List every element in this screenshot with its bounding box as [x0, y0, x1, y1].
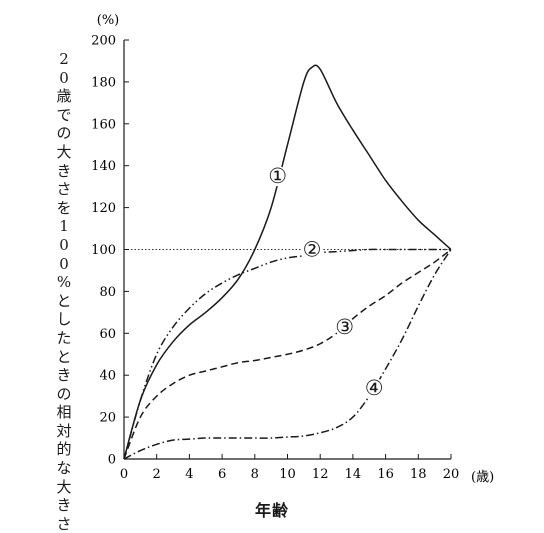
- series-line-1: [123, 64, 452, 460]
- y-tick-label: 80: [99, 285, 116, 300]
- y-tick-label: 60: [99, 327, 116, 342]
- y-axis-title-char: で: [56, 105, 72, 124]
- series-lines: [123, 64, 452, 460]
- series-line-4: [123, 249, 452, 460]
- series-line-3: [123, 248, 452, 460]
- y-unit-label: (%): [97, 13, 120, 28]
- y-axis-title-char: 0: [59, 235, 69, 254]
- x-tick-label: 20: [443, 467, 460, 482]
- series-label-2: ②: [302, 238, 323, 262]
- x-tick-label: 14: [345, 467, 362, 482]
- y-axis-title-char: 相: [56, 403, 72, 422]
- y-axis-title-char: 対: [56, 421, 72, 440]
- y-tick-label: 120: [91, 201, 116, 216]
- y-axis-title-char: き: [56, 161, 72, 180]
- x-tick-label: 4: [185, 467, 193, 482]
- x-tick-label: 2: [153, 467, 161, 482]
- y-tick-label: 40: [99, 369, 116, 384]
- y-tick-label: 160: [91, 117, 116, 132]
- y-tick-label: 140: [91, 159, 116, 174]
- y-tick-label: 180: [91, 75, 116, 90]
- svg-text:②: ②: [303, 238, 322, 262]
- svg-text:④: ④: [365, 376, 384, 400]
- y-axis-title-char: た: [56, 328, 72, 347]
- y-axis-title-char: し: [56, 310, 72, 329]
- y-axis-title-char: %: [56, 273, 72, 292]
- y-tick-label: 0: [108, 453, 116, 468]
- x-tick-label: 8: [251, 467, 259, 482]
- y-axis-title-char: 的: [56, 440, 72, 459]
- x-axis-title: 年齢: [254, 501, 289, 520]
- x-tick-label: 12: [312, 467, 329, 482]
- x-tick-label: 18: [410, 467, 427, 482]
- x-tick-label: 0: [120, 467, 128, 482]
- y-axis-title-char: 歳: [56, 87, 72, 106]
- y-tick-label: 100: [91, 243, 116, 258]
- y-axis-title-char: 0: [59, 254, 69, 273]
- y-axis-title-char: の: [56, 384, 72, 403]
- ticks: 0 20 40 60 80 100 120 140 160 180 200 0 2 4 6 8 10 12 14 16…: [91, 34, 459, 483]
- x-tick-label: 16: [377, 467, 394, 482]
- y-axis-title-char: き: [56, 366, 72, 385]
- series-label-4: ④: [364, 376, 385, 400]
- y-axis-title-char: 大: [56, 142, 72, 161]
- y-axis-title-char: な: [56, 459, 72, 478]
- y-tick-label: 20: [99, 411, 116, 426]
- y-axis-title-char: 0: [59, 68, 69, 87]
- svg-text:③: ③: [335, 315, 354, 339]
- y-axis-title-char: さ: [56, 180, 72, 199]
- x-tick-label: 10: [279, 467, 296, 482]
- y-axis-title-char: 2: [59, 50, 69, 68]
- x-tick-label: 6: [218, 467, 226, 482]
- y-axis-title-char: き: [56, 496, 72, 515]
- series-label-3: ③: [334, 315, 355, 339]
- y-axis-title: 2 0 歳での大きさを 1 0 0% としたときの相対的な大きさ: [52, 50, 76, 533]
- series-labels: ① ② ③ ④: [267, 164, 385, 400]
- y-axis-title-char: と: [56, 347, 72, 366]
- svg-text:①: ①: [268, 164, 287, 188]
- y-axis-title-char: さ: [56, 514, 72, 533]
- y-axis-title-char: と: [56, 291, 72, 310]
- y-tick-label: 200: [91, 34, 116, 49]
- y-axis-title-char: を: [56, 198, 72, 217]
- series-label-1: ①: [267, 164, 288, 188]
- y-axis-title-char: 1: [59, 217, 69, 236]
- y-axis-title-char: 大: [56, 477, 72, 496]
- y-axis-title-char: の: [56, 124, 72, 143]
- x-unit-label: (歳): [471, 470, 494, 485]
